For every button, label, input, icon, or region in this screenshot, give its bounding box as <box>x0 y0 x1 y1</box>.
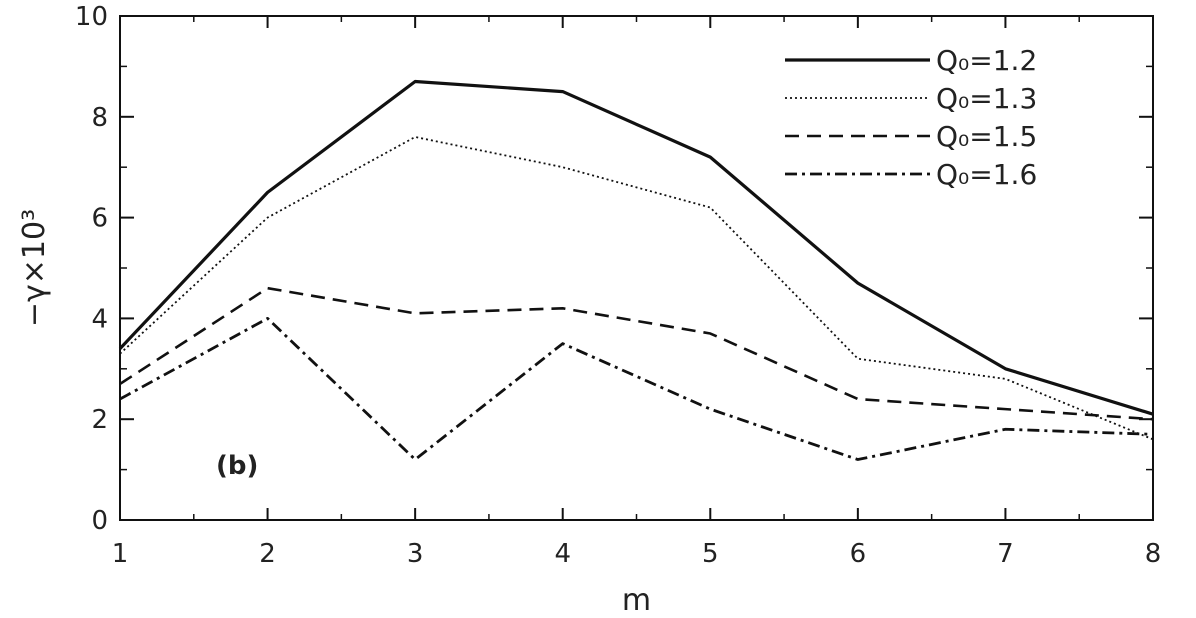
plot-frame <box>119 15 1154 521</box>
y-tick-label: 4 <box>91 304 108 334</box>
x-tick-label: 4 <box>554 539 571 569</box>
y-tick-label: 8 <box>91 103 108 133</box>
x-tick-label: 3 <box>407 539 424 569</box>
x-tick-label: 5 <box>702 539 719 569</box>
x-tick-label: 7 <box>997 539 1014 569</box>
series-line-1 <box>118 79 1154 416</box>
legend-label-1: Q₀=1.2 <box>936 44 1037 77</box>
legend: Q₀=1.2 Q₀=1.3 Q₀=1.5 Q₀=1.6 <box>785 44 1037 191</box>
legend-label-2: Q₀=1.3 <box>936 82 1037 115</box>
x-tick-label: 6 <box>850 539 867 569</box>
panel-label: (b) <box>216 451 258 481</box>
series-line-2 <box>119 136 1154 441</box>
x-tick-label: 2 <box>259 539 276 569</box>
series-line-4 <box>119 316 1154 461</box>
x-axis-title: m <box>622 583 651 618</box>
y-tick-label: 10 <box>75 2 108 32</box>
y-axis-title: −γ×10³ <box>17 209 52 327</box>
y-tick-label: 6 <box>91 204 108 234</box>
series-line-3 <box>119 286 1154 421</box>
y-tick-label: 0 <box>91 506 108 536</box>
legend-label-3: Q₀=1.5 <box>936 120 1037 153</box>
x-tick-label: 1 <box>112 539 129 569</box>
labels-layer: 1 2 3 4 5 6 7 8 0 2 4 6 8 10 <box>75 2 1161 569</box>
x-tick-label: 8 <box>1145 539 1162 569</box>
series-layer <box>118 79 1154 461</box>
legend-label-4: Q₀=1.6 <box>936 158 1037 191</box>
y-tick-label: 2 <box>91 405 108 435</box>
